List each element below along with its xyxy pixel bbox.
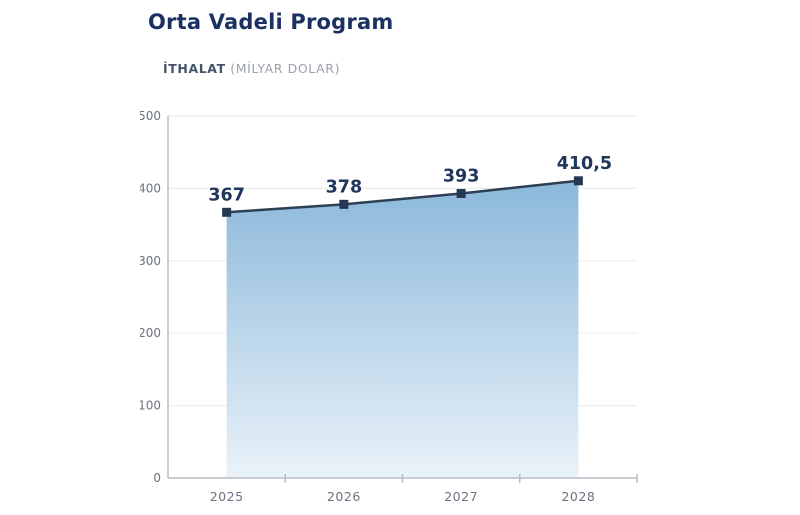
y-axis-label-300: 300 — [140, 254, 161, 268]
y-axis-label-500: 500 — [140, 109, 161, 123]
x-axis-label-2026: 2026 — [327, 489, 361, 504]
y-axis-label-400: 400 — [140, 181, 161, 195]
area-chart: 0 100 200 300 400 500 2025 2026 2027 2028 367 378 39… — [138, 108, 800, 508]
y-axis-label-100: 100 — [140, 399, 161, 413]
y-axis-label-0: 0 — [153, 471, 161, 485]
data-point-marker-2027 — [456, 188, 466, 198]
chart-subtitle-metric: İTHALAT — [163, 61, 226, 76]
chart-canvas: 0 100 200 300 400 500 2025 2026 2027 2028 367 378 39… — [138, 109, 638, 504]
chart-subtitle-unit: (MİLYAR DOLAR) — [225, 61, 341, 76]
data-point-marker-2025 — [222, 207, 232, 217]
data-label-2025: 367 — [208, 185, 245, 205]
x-axis-label-2027: 2027 — [444, 489, 478, 504]
page-title: Orta Vadeli Program — [148, 10, 394, 34]
data-point-marker-2026 — [339, 199, 349, 209]
y-axis-label-200: 200 — [140, 326, 161, 340]
x-axis-label-2025: 2025 — [210, 489, 244, 504]
chart-subtitle: İTHALAT (MİLYAR DOLAR) — [163, 61, 340, 76]
data-label-2027: 393 — [443, 166, 480, 186]
trend-line — [225, 179, 580, 214]
data-label-2028: 410,5 — [557, 154, 612, 174]
x-axis-label-2028: 2028 — [561, 489, 595, 504]
area-fill — [226, 180, 579, 478]
data-point-marker-2028 — [573, 176, 583, 186]
data-label-2026: 378 — [326, 177, 363, 197]
